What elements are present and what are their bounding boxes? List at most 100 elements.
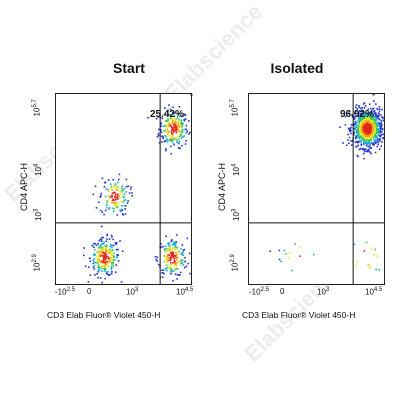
data-point xyxy=(160,131,163,133)
data-point xyxy=(368,119,370,122)
data-point xyxy=(360,144,363,146)
data-point xyxy=(166,141,169,143)
data-point xyxy=(364,148,366,150)
data-point xyxy=(100,253,102,256)
data-point xyxy=(358,137,361,139)
data-point xyxy=(172,129,175,132)
data-point xyxy=(175,121,177,123)
data-point xyxy=(367,263,370,266)
data-point xyxy=(180,248,182,250)
data-point xyxy=(173,136,175,139)
data-point xyxy=(172,106,174,109)
data-point xyxy=(357,111,360,114)
data-point xyxy=(162,269,165,271)
data-point xyxy=(176,130,179,133)
data-point xyxy=(382,116,384,119)
data-point xyxy=(369,136,372,139)
data-point xyxy=(367,149,369,151)
data-point xyxy=(174,268,176,271)
data-point xyxy=(107,260,109,263)
data-point xyxy=(339,126,341,128)
data-point xyxy=(168,248,171,250)
data-point xyxy=(367,137,369,140)
data-point xyxy=(170,118,172,121)
data-point xyxy=(113,252,115,255)
data-point xyxy=(111,267,113,269)
data-point xyxy=(106,201,108,204)
data-point xyxy=(120,281,123,283)
data-point xyxy=(368,103,371,105)
data-point xyxy=(158,128,160,131)
data-point xyxy=(107,265,110,267)
data-point xyxy=(164,134,166,137)
data-point xyxy=(365,136,368,139)
data-point xyxy=(372,137,375,139)
data-point xyxy=(375,129,378,131)
data-point xyxy=(104,181,107,183)
data-point xyxy=(173,258,175,260)
data-point xyxy=(364,105,367,107)
data-point xyxy=(381,116,383,118)
data-point xyxy=(121,187,123,190)
data-point xyxy=(371,121,373,124)
data-point xyxy=(347,139,349,141)
data-point xyxy=(155,117,158,120)
data-point xyxy=(373,119,375,122)
data-point xyxy=(97,262,99,264)
data-point xyxy=(115,264,118,266)
data-point xyxy=(372,118,374,121)
data-point xyxy=(369,151,371,153)
data-point xyxy=(375,126,377,128)
data-point xyxy=(188,133,190,135)
data-point xyxy=(170,270,173,273)
data-point xyxy=(361,128,363,130)
data-point xyxy=(169,268,172,270)
data-point xyxy=(299,255,301,257)
data-point xyxy=(157,116,160,118)
data-point xyxy=(111,262,113,264)
data-point xyxy=(172,120,174,122)
data-point xyxy=(363,141,366,143)
data-point xyxy=(168,245,171,248)
data-point xyxy=(188,120,190,122)
data-point xyxy=(170,152,172,155)
data-point xyxy=(366,123,369,126)
data-point xyxy=(115,201,118,204)
data-point xyxy=(364,150,366,153)
data-point xyxy=(366,139,369,141)
data-point xyxy=(370,116,372,118)
data-point xyxy=(170,108,172,111)
data-point xyxy=(172,112,174,114)
data-point xyxy=(187,262,189,265)
data-point xyxy=(380,114,382,116)
data-point xyxy=(180,131,183,133)
data-point xyxy=(92,243,95,245)
data-point xyxy=(356,154,359,157)
data-point xyxy=(368,124,370,126)
data-point xyxy=(170,268,173,271)
data-point xyxy=(348,142,350,145)
data-point xyxy=(109,251,112,254)
data-point xyxy=(376,121,379,124)
data-point xyxy=(367,145,370,148)
data-point xyxy=(97,243,100,246)
data-point xyxy=(112,238,114,241)
data-point xyxy=(111,260,114,262)
data-point xyxy=(183,248,186,251)
data-point xyxy=(369,107,372,110)
data-point xyxy=(362,128,365,130)
data-point xyxy=(99,261,101,264)
data-point xyxy=(178,250,180,253)
data-point xyxy=(352,124,355,127)
y-tick-label: 105.7 xyxy=(229,99,240,117)
data-point xyxy=(356,141,359,144)
data-point xyxy=(164,260,166,262)
data-point xyxy=(113,207,115,210)
data-point xyxy=(173,241,176,244)
data-point xyxy=(373,136,375,138)
data-point xyxy=(364,128,366,130)
data-point xyxy=(99,252,102,254)
data-point xyxy=(179,274,181,276)
data-point xyxy=(367,135,369,137)
data-point xyxy=(358,110,361,112)
